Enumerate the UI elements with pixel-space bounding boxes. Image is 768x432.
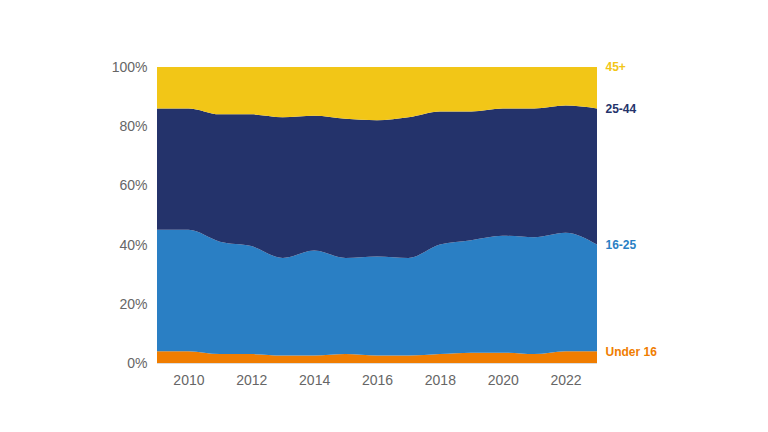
svg-text:2012: 2012 xyxy=(236,372,267,388)
svg-text:0%: 0% xyxy=(127,355,147,371)
svg-text:2014: 2014 xyxy=(299,372,330,388)
svg-text:80%: 80% xyxy=(119,118,147,134)
svg-text:60%: 60% xyxy=(119,177,147,193)
svg-text:100%: 100% xyxy=(112,59,148,75)
svg-text:25-44: 25-44 xyxy=(606,102,637,116)
svg-text:Under 16: Under 16 xyxy=(606,345,658,359)
svg-text:20%: 20% xyxy=(119,296,147,312)
svg-text:2022: 2022 xyxy=(550,372,581,388)
svg-text:45+: 45+ xyxy=(606,60,626,74)
svg-text:2016: 2016 xyxy=(362,372,393,388)
svg-text:2018: 2018 xyxy=(425,372,456,388)
svg-text:16-25: 16-25 xyxy=(606,238,637,252)
svg-text:40%: 40% xyxy=(119,237,147,253)
svg-text:2010: 2010 xyxy=(173,372,204,388)
svg-text:2020: 2020 xyxy=(488,372,519,388)
